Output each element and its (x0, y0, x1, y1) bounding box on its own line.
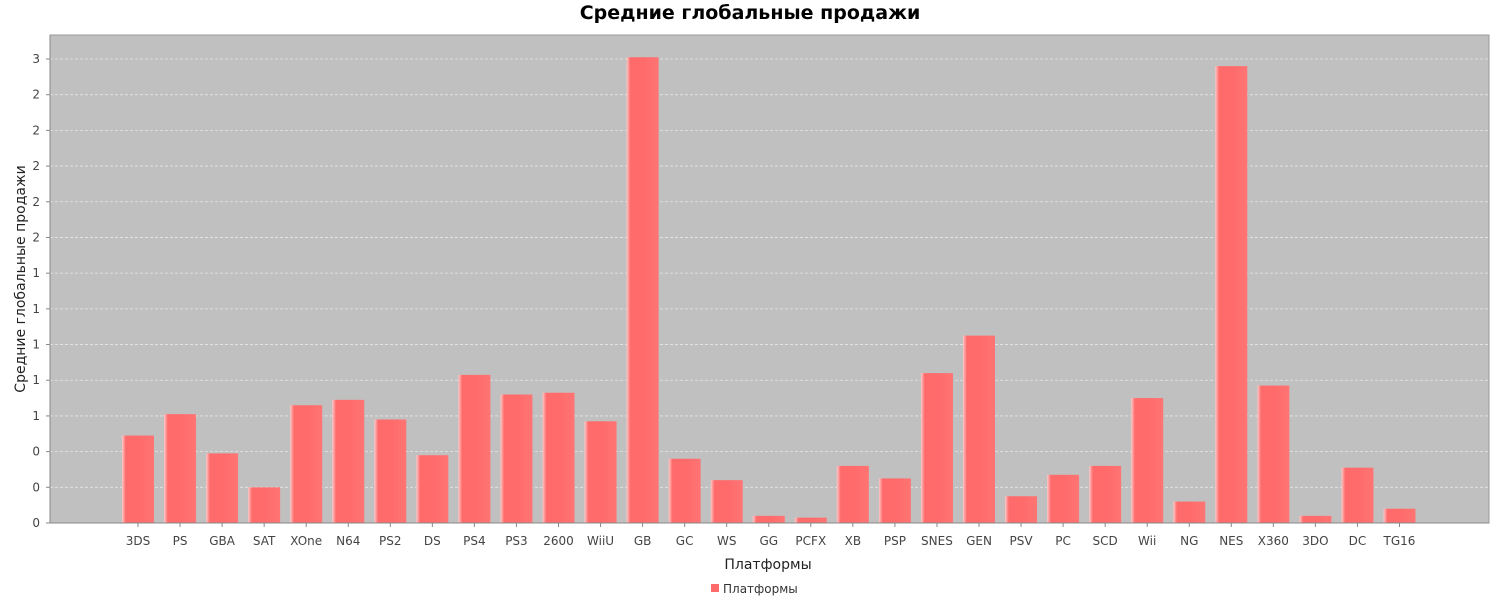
x-tick-label: SCD (1093, 534, 1118, 548)
x-tick-label: PS (173, 534, 188, 548)
x-tick-label: GG (759, 534, 778, 548)
x-tick-label: N64 (336, 534, 360, 548)
chart-title: Средние глобальные продажи (579, 2, 921, 24)
x-tick-label: PCFX (795, 534, 826, 548)
legend-label: Платформы (723, 582, 798, 596)
bar-GBA (206, 453, 239, 523)
bar-PS2 (374, 419, 407, 523)
y-tick-label: 1 (32, 373, 40, 387)
x-tick-label: 3DS (126, 534, 151, 548)
x-tick-label: PSV (1010, 534, 1034, 548)
x-tick-label: PSP (884, 534, 906, 548)
x-tick-label: XB (845, 534, 861, 548)
x-tick-label: PC (1055, 534, 1071, 548)
bar-GB (626, 57, 659, 523)
bar-GC (668, 458, 701, 523)
x-tick-label: NES (1219, 534, 1243, 548)
y-tick-label: 1 (32, 266, 40, 280)
bar-N64 (332, 399, 365, 523)
bar-PC (1047, 474, 1080, 523)
bar-GG (752, 515, 785, 523)
bar-PCFX (794, 517, 827, 523)
bar-DS (416, 455, 449, 523)
y-tick-label: 0 (32, 516, 40, 530)
bar-PS (164, 414, 197, 523)
bar-3DO (1299, 515, 1332, 523)
plot-area (49, 34, 1490, 524)
x-tick-label: 2600 (543, 534, 574, 548)
bar-DC (1341, 467, 1374, 523)
y-tick-label: 3 (32, 52, 40, 66)
bar-SNES (920, 373, 953, 523)
bar-NES (1215, 66, 1248, 523)
bar-SCD (1089, 465, 1122, 523)
bar-SAT (248, 487, 281, 523)
y-tick-label: 0 (32, 480, 40, 494)
x-tick-label: GC (676, 534, 694, 548)
y-tick-label: 1 (32, 302, 40, 316)
x-axis-title: Платформы (724, 557, 811, 573)
bar-PSP (878, 478, 911, 523)
x-tick-label: 3DO (1302, 534, 1328, 548)
y-tick-label: 2 (32, 195, 40, 209)
bar-PS3 (500, 394, 533, 523)
bar-Wii (1131, 398, 1164, 523)
bar-2600 (542, 392, 575, 523)
y-tick-label: 1 (32, 409, 40, 423)
x-tick-label: DC (1349, 534, 1367, 548)
bar-XB (836, 465, 869, 523)
y-tick-label: 2 (32, 230, 40, 244)
bar-3DS (122, 435, 154, 523)
legend-swatch (711, 584, 719, 592)
x-tick-label: DS (424, 534, 441, 548)
y-tick-label: 2 (32, 88, 40, 102)
x-tick-label: Wii (1138, 534, 1156, 548)
x-tick-label: PS2 (379, 534, 402, 548)
x-tick-label: PS3 (505, 534, 528, 548)
bar-PS4 (458, 374, 491, 523)
y-tick-label: 2 (32, 123, 40, 137)
y-tick-label: 2 (32, 159, 40, 173)
x-tick-label: X360 (1258, 534, 1289, 548)
bar-TG16 (1383, 508, 1416, 523)
y-axis-ticks: 0 0 0 1 1 1 1 1 2 2 2 2 2 3 (32, 52, 50, 530)
x-tick-label: TG16 (1383, 534, 1416, 548)
bar-GEN (963, 335, 995, 523)
y-axis-title: Средние глобальные продажи (13, 165, 29, 392)
x-tick-label: WS (717, 534, 736, 548)
x-tick-label: GB (634, 534, 652, 548)
x-tick-label: PS4 (463, 534, 486, 548)
x-axis-ticks: 3DS PS GBA SAT XOne N64 PS2 DS PS4 PS3 2600 WiiU GB G… (126, 523, 1416, 548)
x-tick-label: WiiU (587, 534, 614, 548)
bar-WiiU (584, 421, 617, 523)
x-tick-label: XOne (290, 534, 322, 548)
legend: Платформы (711, 582, 798, 596)
y-tick-label: 0 (32, 445, 40, 459)
x-tick-label: GEN (966, 534, 992, 548)
x-tick-label: SAT (253, 534, 276, 548)
bars (122, 57, 1416, 523)
bar-X360 (1257, 385, 1290, 523)
bar-NG (1173, 501, 1206, 523)
bar-WS (710, 480, 743, 523)
x-tick-label: NG (1180, 534, 1198, 548)
bar-PSV (1005, 496, 1038, 523)
x-tick-label: GBA (209, 534, 236, 548)
bar-XOne (290, 405, 323, 523)
y-tick-label: 1 (32, 338, 40, 352)
x-tick-label: SNES (921, 534, 953, 548)
